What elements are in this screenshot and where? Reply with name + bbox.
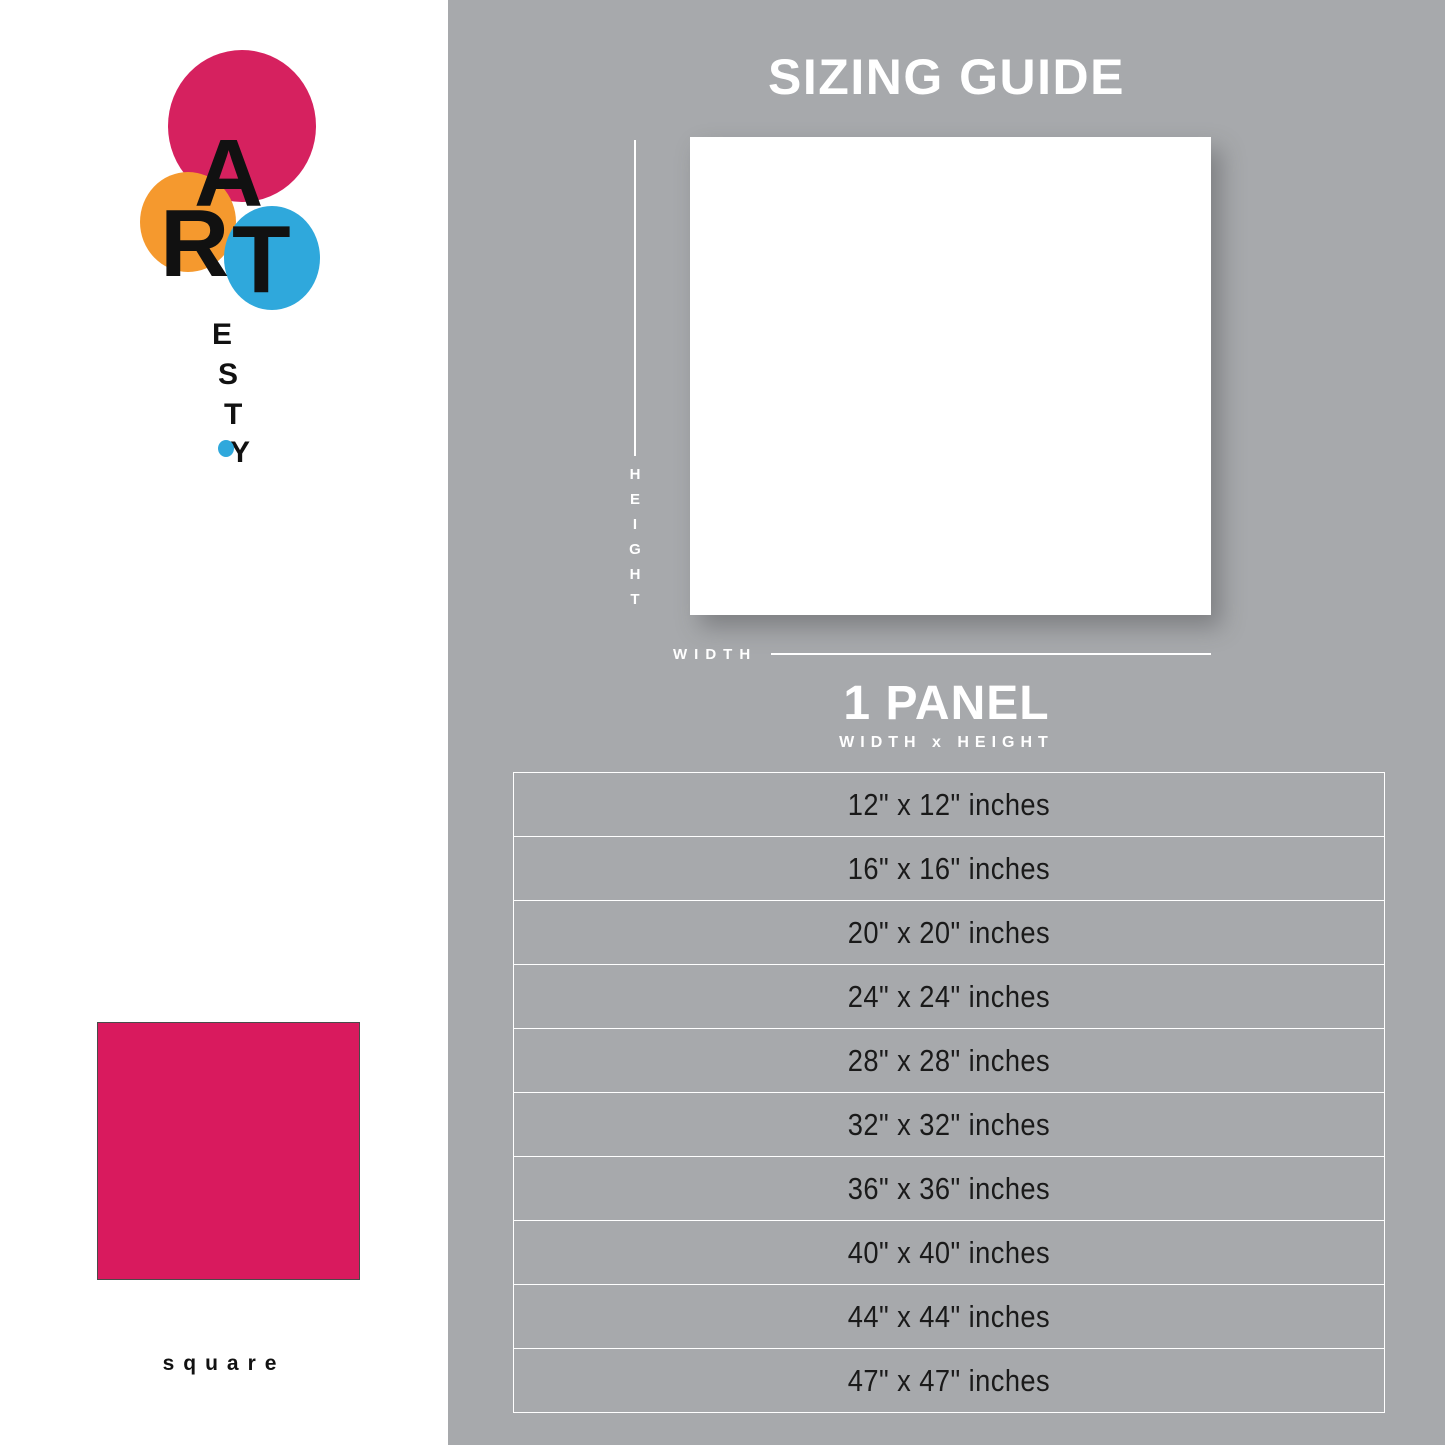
width-axis-group: WIDTH [673, 644, 1211, 664]
size-option-label: 12" x 12" inches [847, 786, 1051, 822]
width-axis-line [771, 653, 1211, 655]
left-brand-column: A R T E S T Y square [0, 0, 448, 1445]
logo-blue-circle-icon [224, 206, 320, 310]
logo-letter-a: A [194, 120, 263, 227]
table-row[interactable]: 20" x 20" inches [514, 901, 1384, 965]
table-row[interactable]: 47" x 47" inches [514, 1349, 1384, 1413]
square-color-swatch [97, 1022, 360, 1280]
width-axis-label: WIDTH [673, 645, 758, 663]
logo-letter-s: S [218, 358, 239, 391]
table-row[interactable]: 28" x 28" inches [514, 1029, 1384, 1093]
table-row[interactable]: 36" x 36" inches [514, 1157, 1384, 1221]
logo-letter-y: Y [230, 436, 251, 469]
logo-orange-circle-icon [140, 172, 236, 272]
size-option-label: 36" x 36" inches [847, 1170, 1051, 1206]
table-row[interactable]: 40" x 40" inches [514, 1221, 1384, 1285]
height-letter-1: H [629, 466, 643, 483]
size-options-table: 12" x 12" inches 16" x 16" inches 20" x … [513, 772, 1385, 1413]
size-option-label: 32" x 32" inches [847, 1106, 1051, 1142]
page-title: SIZING GUIDE [768, 49, 1125, 105]
size-option-label: 40" x 40" inches [847, 1234, 1051, 1270]
height-letter-5: H [629, 566, 643, 583]
table-row[interactable]: 32" x 32" inches [514, 1093, 1384, 1157]
logo-letter-t2: T [224, 398, 243, 431]
size-option-label: 44" x 44" inches [847, 1298, 1051, 1334]
height-letter-2: E [629, 491, 642, 508]
logo-letter-t: T [232, 206, 291, 313]
height-axis-line [634, 140, 636, 456]
height-axis-label: H E I G H T [608, 462, 664, 612]
height-letter-4: G [629, 541, 643, 558]
table-row[interactable]: 16" x 16" inches [514, 837, 1384, 901]
logo-dot-icon [218, 440, 234, 457]
panel-dimensions-subheading: WIDTH x HEIGHT [839, 734, 1054, 751]
logo-letter-r: R [160, 190, 229, 297]
table-row[interactable]: 44" x 44" inches [514, 1285, 1384, 1349]
table-row[interactable]: 24" x 24" inches [514, 965, 1384, 1029]
size-option-label: 16" x 16" inches [847, 850, 1051, 886]
size-option-label: 28" x 28" inches [847, 1042, 1051, 1078]
height-letter-3: I [632, 516, 640, 533]
table-row[interactable]: 12" x 12" inches [514, 773, 1384, 837]
sizing-guide-panel: SIZING GUIDE H E I G H T WIDTH 1 PANEL W… [448, 0, 1445, 1445]
artesty-logo: A R T E S T Y [0, 0, 448, 500]
square-swatch-label: square [162, 1352, 286, 1375]
size-option-label: 47" x 47" inches [847, 1362, 1051, 1398]
panel-count-heading: 1 PANEL [843, 677, 1050, 730]
size-option-label: 20" x 20" inches [847, 914, 1051, 950]
height-letter-6: T [630, 591, 642, 608]
logo-letter-e: E [212, 318, 233, 351]
artwork-preview-panel [690, 137, 1211, 615]
size-option-label: 24" x 24" inches [847, 978, 1051, 1014]
